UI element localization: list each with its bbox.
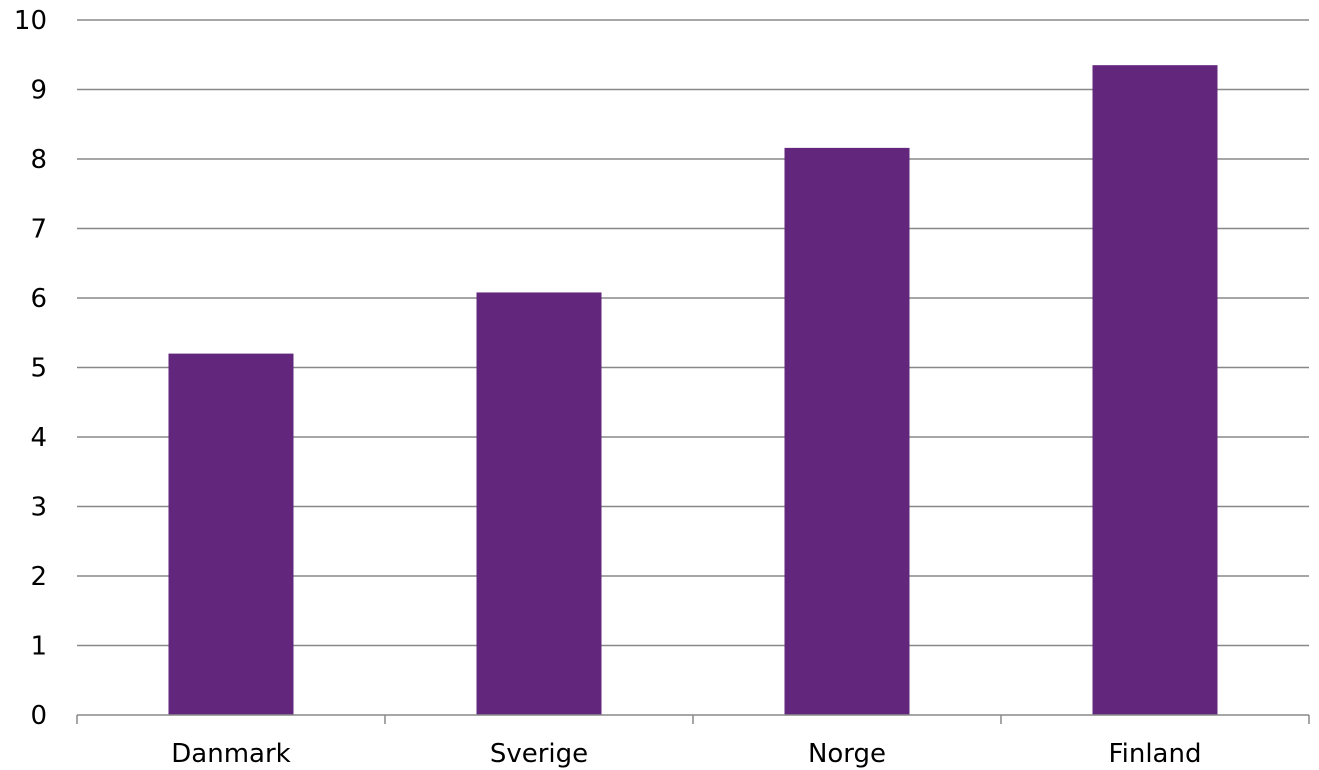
axes [76,714,1310,724]
y-tick-label: 5 [30,354,47,384]
bar-sverige [476,292,602,715]
y-tick-label: 4 [30,423,47,453]
bar-norge [784,147,910,715]
y-tick-label: 8 [30,145,47,175]
x-category-label: Sverige [490,739,588,769]
x-category-label: Danmark [171,739,290,769]
y-tick-label: 2 [30,562,47,592]
labels: 0 1 2 3 4 5 6 7 8 9 10 Danmark Sverige Norge Finland [14,6,1202,769]
bar-danmark [168,353,294,715]
bar-finland [1092,65,1218,716]
x-category-label: Norge [808,739,886,769]
y-tick-label: 9 [30,76,47,106]
y-tick-label: 3 [30,493,47,523]
y-tick-label: 6 [30,284,47,314]
y-tick-label: 10 [14,6,47,36]
y-tick-label: 7 [30,215,47,245]
x-category-label: Finland [1109,739,1202,769]
y-tick-label: 1 [30,632,47,662]
bars [168,65,1218,716]
y-tick-label: 0 [30,701,47,731]
